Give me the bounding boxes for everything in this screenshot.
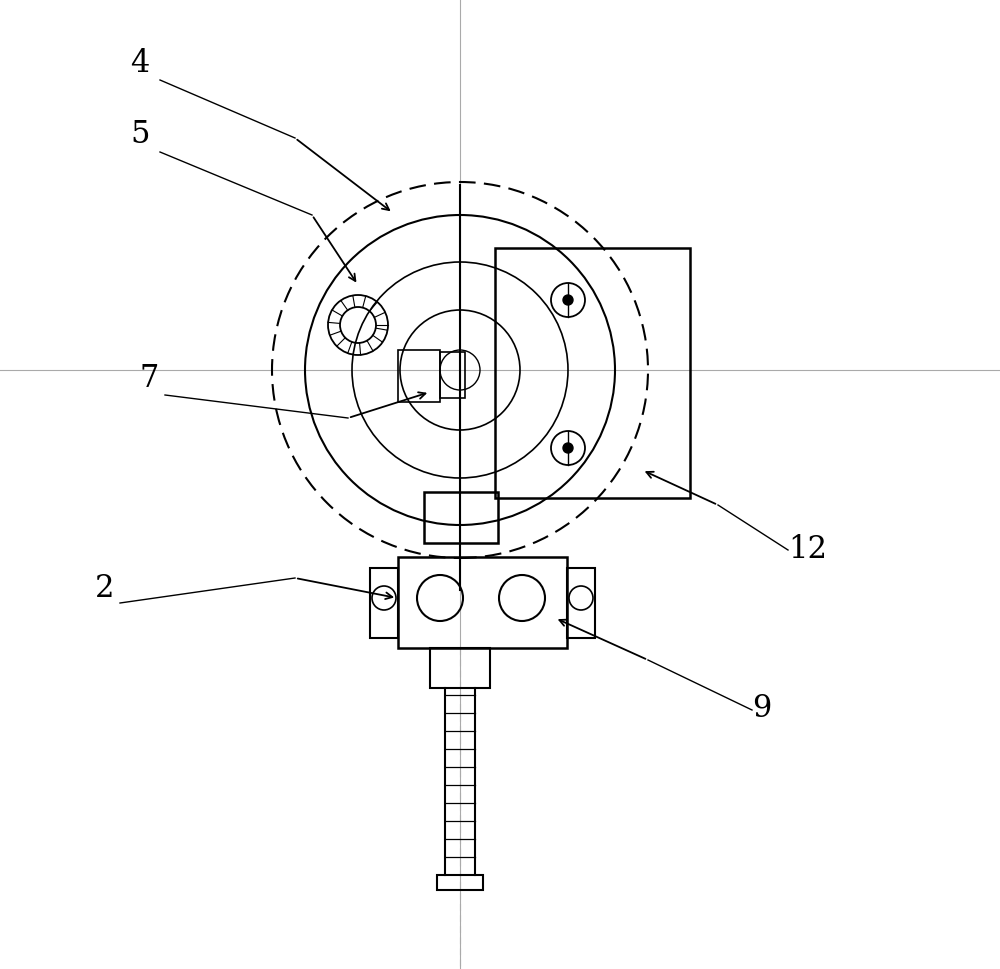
Bar [430,648,490,688]
Bar [440,352,465,398]
Bar [398,557,567,648]
Text: 12: 12 [788,534,827,565]
Text: 9: 9 [752,693,771,724]
Bar [437,875,483,890]
Text: 2: 2 [95,573,114,604]
Bar [495,248,690,498]
Circle shape [563,295,573,305]
Bar [567,568,595,638]
Text: 5: 5 [130,119,150,150]
Circle shape [563,443,573,453]
Bar [398,350,440,402]
Text: 7: 7 [140,363,159,394]
Bar [370,568,398,638]
Bar [424,492,498,543]
Text: 4: 4 [130,48,149,79]
